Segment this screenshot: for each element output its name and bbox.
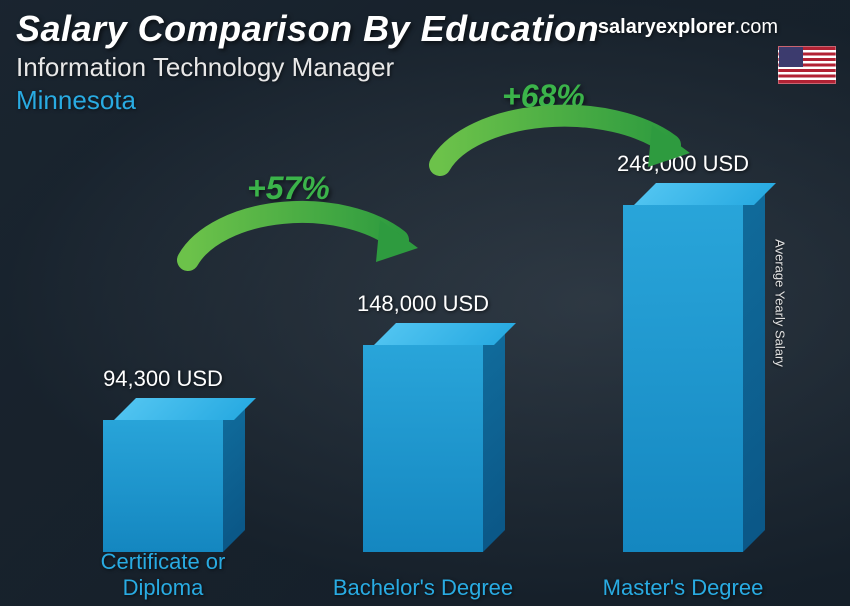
bar-side-face: [223, 398, 245, 552]
bar-1: 148,000 USD: [348, 345, 498, 552]
bar-0: 94,300 USD: [88, 420, 238, 552]
bar-category-label: Certificate or Diploma: [68, 549, 258, 600]
bar-front-face: [363, 345, 483, 552]
bar-front-face: [623, 205, 743, 552]
bar-side-face: [483, 323, 505, 552]
bar-value-label: 148,000 USD: [323, 291, 523, 317]
bar-value-label: 94,300 USD: [63, 366, 263, 392]
brand-watermark: salaryexplorer.com: [598, 16, 778, 39]
bar-side-face: [743, 183, 765, 552]
bar-front-face: [103, 420, 223, 552]
increase-arrow-icon: [168, 150, 428, 290]
bar-2: 248,000 USD: [608, 205, 758, 552]
bar-top-face: [374, 323, 516, 345]
bar-category-label: Master's Degree: [588, 575, 778, 600]
increase-arrow-icon: [420, 55, 700, 195]
bar-top-face: [114, 398, 256, 420]
brand-main: salaryexplorer: [598, 16, 735, 38]
us-flag-icon: [778, 46, 836, 84]
brand-domain: .com: [735, 16, 778, 38]
bar-category-label: Bachelor's Degree: [328, 575, 518, 600]
